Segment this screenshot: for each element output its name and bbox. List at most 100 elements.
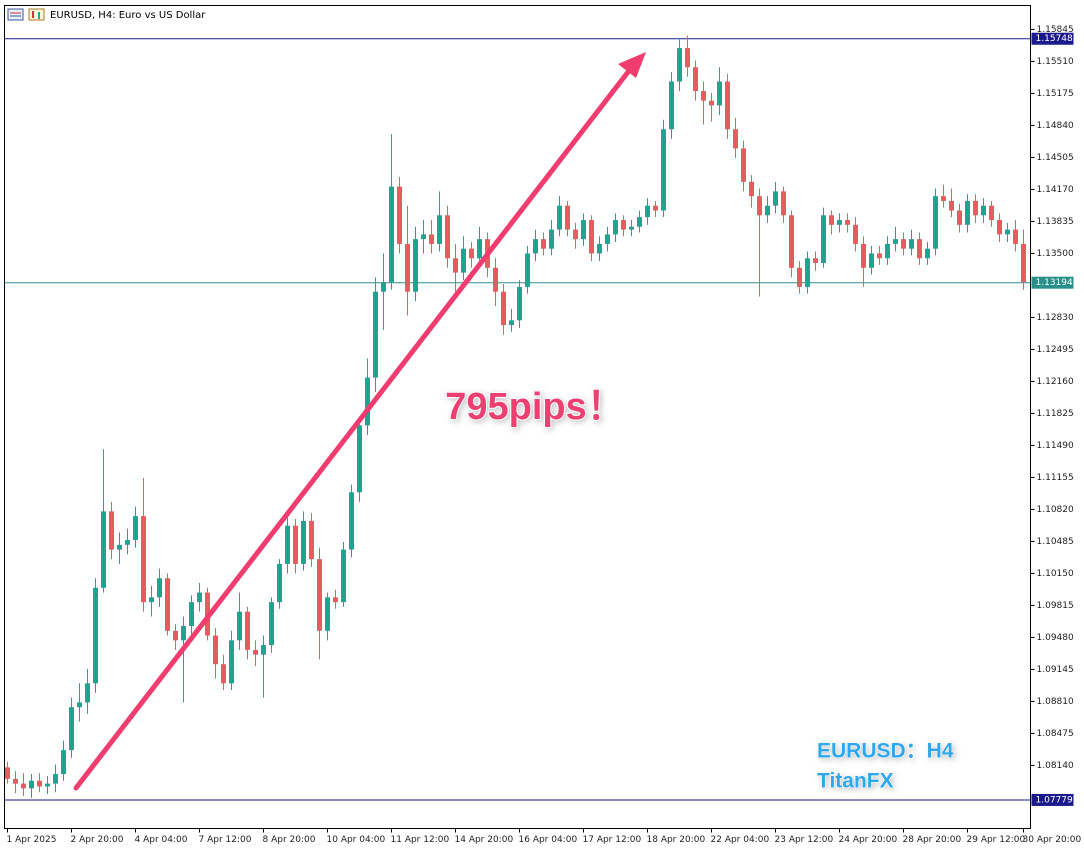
x-tick-label: 22 Apr 04:00 [711,835,770,845]
icon [7,8,24,21]
candle-body [237,611,242,641]
y-tick-label: 1.12495 [1037,345,1074,355]
candle-body [749,181,754,197]
candle-body [709,100,714,106]
candle-body [965,200,970,225]
annotation: 795pips！ [445,386,625,428]
candle-body [13,778,18,784]
candle-body [941,196,946,201]
candle-body [173,630,178,641]
candle-body [45,783,50,787]
title-icons [7,8,45,21]
x-tick-label: 8 Apr 20:00 [263,835,316,845]
candle-body [245,611,250,650]
y-tick-label: 1.13835 [1037,217,1074,227]
x-tick-label: 1 Apr 2025 [7,835,57,845]
candle-body [421,234,426,240]
candle-body [125,540,130,545]
candle-body [333,597,338,603]
x-tick-label: 16 Apr 04:00 [519,835,578,845]
y-tick-label: 1.10485 [1037,537,1074,547]
candle-body [573,229,578,240]
candle-body [141,516,146,603]
y-tick-label: 1.15845 [1037,25,1074,35]
y-tick-label: 1.09145 [1037,665,1074,675]
candle-body [1005,229,1010,235]
x-tick-label: 17 Apr 12:00 [583,835,642,845]
x-tick-label: 30 Apr 20:00 [1023,835,1082,845]
candle-body [61,750,66,775]
candle-body [5,767,10,779]
x-tick-label: 2 Apr 20:00 [71,835,124,845]
y-tick-label: 1.09815 [1037,601,1074,611]
candle-body [301,520,306,564]
x-tick-label: 10 Apr 04:00 [327,835,386,845]
chart-title: EURUSD, H4: Euro vs US Dollar [50,10,206,21]
y-tick-label: 1.10150 [1037,569,1074,579]
candle-body [565,205,570,230]
x-tick-label: 7 Apr 12:00 [199,835,252,845]
price-tag [1031,276,1074,289]
price-tag [1031,793,1074,806]
candle-body [933,196,938,249]
icon [28,8,45,21]
x-tick-label: 14 Apr 20:00 [455,835,514,845]
candle-body [869,253,874,268]
candle-body [501,291,506,326]
price-tag-label: 1.13194 [1036,278,1073,288]
x-tick-label: 24 Apr 20:00 [839,835,898,845]
y-tick-label: 1.11490 [1037,441,1074,451]
arrow-head [618,52,646,78]
candle-body [149,597,154,603]
x-tick-label: 18 Apr 20:00 [647,835,706,845]
candle-body [589,220,594,254]
marks-layer: 1.15845 1.15510 1.15175 1.14840 1.14505 1.141… [4,25,1082,845]
y-tick-label: 1.11155 [1037,473,1074,483]
candle-body [133,516,138,541]
candle-body [213,635,218,665]
price-tag-label: 1.15748 [1036,34,1073,44]
candle-body [269,602,274,646]
candle-body [973,200,978,216]
candle-body [261,645,266,655]
candle-body [157,578,162,598]
y-tick-label: 1.13500 [1037,249,1074,259]
candle-body [725,81,730,130]
y-tick-label: 1.08140 [1037,761,1074,771]
candle-body [445,215,450,259]
candle-body [293,525,298,564]
candle-body [701,91,706,101]
candle-body [221,664,226,684]
watermark: EURUSD：H4 [817,740,954,763]
candle-body [717,81,722,106]
candle-body [997,220,1002,235]
y-tick-label: 1.09480 [1037,633,1074,643]
candle-body [861,243,866,268]
candle-body [741,148,746,182]
candle-body [525,253,530,287]
candle-body [437,215,442,244]
candle-body [101,511,106,588]
x-tick-label: 29 Apr 12:00 [967,835,1026,845]
candle-body [325,597,330,631]
candle-body [989,205,994,221]
candle-body [853,224,858,244]
candle-body [789,215,794,268]
candle-body [637,217,642,227]
x-tick-label: 23 Apr 12:00 [775,835,834,845]
candle-body [549,229,554,249]
candle-body [797,267,802,287]
candle-body [277,563,282,603]
candle-body [109,511,114,550]
x-tick-label: 28 Apr 20:00 [903,835,962,845]
candle-body [909,239,914,249]
candle-body [901,239,906,249]
candle-body [229,640,234,684]
arrow-shaft [73,69,631,791]
candle-body [957,210,962,225]
y-tick-label: 1.08810 [1037,697,1074,707]
candle-body [893,239,898,244]
candle-body [813,258,818,264]
candle-body [165,578,170,631]
